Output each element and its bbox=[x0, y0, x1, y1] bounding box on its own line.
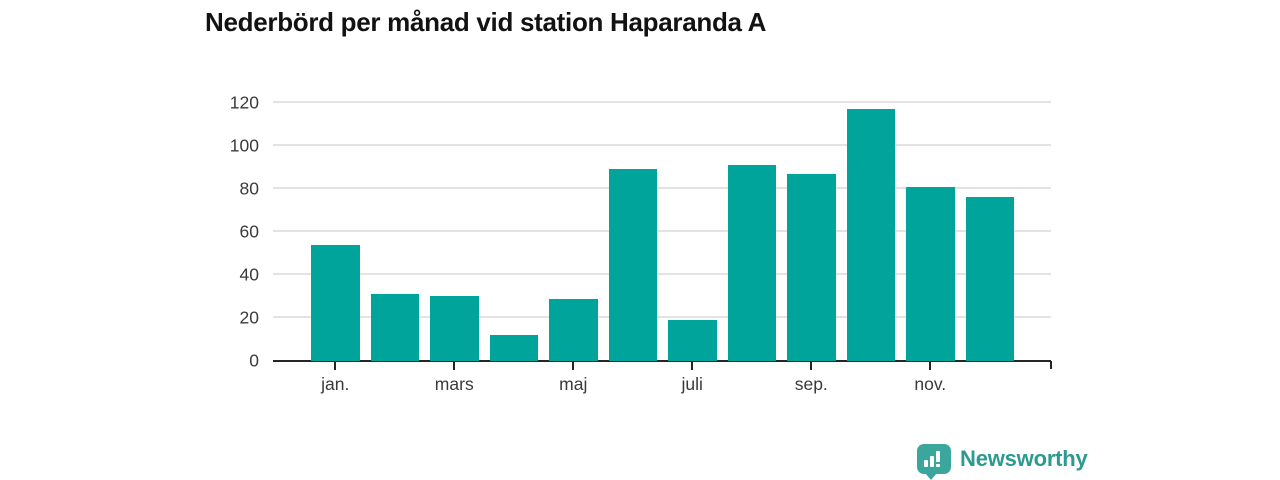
gridline-y-20 bbox=[273, 316, 1051, 318]
logo-mini-bar-icon bbox=[924, 460, 928, 467]
bar-nov. bbox=[906, 186, 955, 361]
bar-jan. bbox=[311, 244, 360, 361]
bar-apr. bbox=[489, 335, 538, 361]
logo-mini-bar-icon bbox=[930, 456, 934, 467]
bar-mars bbox=[430, 296, 479, 361]
bar-feb. bbox=[370, 294, 419, 361]
logo-exclamation-icon bbox=[936, 464, 940, 467]
x-axis-tick bbox=[810, 362, 813, 370]
bar-okt. bbox=[846, 109, 895, 361]
x-axis-end-tick bbox=[1050, 361, 1052, 369]
x-axis-tick-label: sep. bbox=[794, 374, 828, 394]
y-axis-tick-label: 80 bbox=[239, 178, 259, 199]
bar-juni bbox=[608, 169, 657, 361]
y-axis-tick-label: 40 bbox=[239, 264, 259, 285]
gridline-y-80 bbox=[273, 187, 1051, 189]
speech-bubble-tail bbox=[925, 473, 937, 480]
x-axis-tick-label: nov. bbox=[914, 374, 947, 394]
y-axis-tick-label: 20 bbox=[239, 307, 259, 328]
x-axis-tick bbox=[453, 362, 456, 370]
y-axis-tick-label: 100 bbox=[229, 135, 259, 156]
y-axis-tick-label: 60 bbox=[239, 221, 259, 242]
gridline-y-120 bbox=[273, 101, 1051, 103]
x-axis-tick bbox=[691, 362, 694, 370]
logo-exclamation-icon bbox=[936, 451, 940, 462]
x-axis-tick bbox=[334, 362, 337, 370]
x-axis-tick bbox=[572, 362, 575, 370]
newsworthy-brand: Newsworthy bbox=[917, 444, 1088, 480]
newsworthy-logo-icon bbox=[917, 444, 951, 480]
x-axis-tick-label: maj bbox=[559, 374, 588, 394]
bar-maj bbox=[549, 298, 598, 361]
gridline-y-60 bbox=[273, 230, 1051, 232]
x-axis-tick-label: jan. bbox=[321, 374, 350, 394]
x-axis-tick-label: juli bbox=[681, 374, 703, 394]
gridline-y-40 bbox=[273, 273, 1051, 275]
chart-title: Nederbörd per månad vid station Haparand… bbox=[205, 7, 767, 37]
gridline-y-100 bbox=[273, 144, 1051, 146]
y-axis-tick-label: 120 bbox=[229, 92, 259, 113]
x-axis-tick bbox=[929, 362, 932, 370]
bar-aug. bbox=[727, 165, 776, 361]
bar-dec. bbox=[965, 197, 1014, 361]
bar-juli bbox=[668, 320, 717, 361]
bar-chart-plot-area: 0 20 40 60 80 100 120 jan. mars maj juli sep. nov. bbox=[230, 92, 1052, 394]
x-axis-line bbox=[273, 359, 1051, 362]
y-axis-tick-label: 0 bbox=[249, 350, 259, 371]
x-axis-tick-label: mars bbox=[434, 374, 474, 394]
brand-name: Newsworthy bbox=[960, 446, 1088, 471]
bar-sep. bbox=[787, 173, 836, 361]
